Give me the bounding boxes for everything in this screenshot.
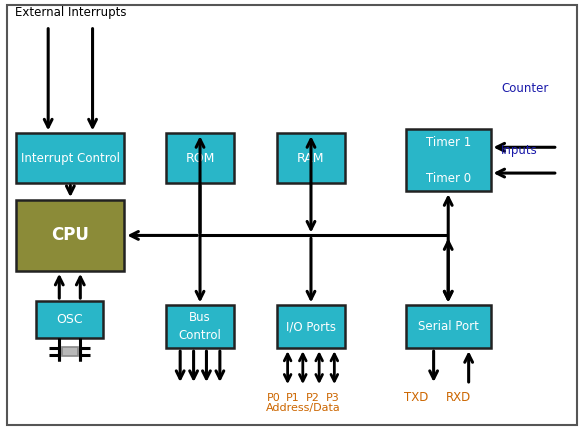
Text: Counter: Counter [501, 82, 548, 95]
Text: P2: P2 [306, 393, 320, 403]
Bar [277, 305, 345, 348]
Bar [406, 129, 491, 191]
Text: RAM: RAM [297, 151, 325, 165]
Text: RXD: RXD [446, 391, 471, 404]
Bar [166, 305, 234, 348]
Text: P0: P0 [266, 393, 280, 403]
Text: CPU: CPU [51, 227, 89, 244]
Text: ROM: ROM [185, 151, 215, 165]
Text: P3: P3 [326, 393, 340, 403]
Text: Interrupt Control: Interrupt Control [21, 151, 120, 165]
Text: Inputs: Inputs [501, 144, 538, 157]
Text: Address/Data: Address/Data [266, 403, 340, 414]
Text: OSC: OSC [57, 313, 83, 326]
Bar [61, 347, 78, 356]
Text: Serial Port: Serial Port [418, 320, 479, 333]
Text: P1: P1 [286, 393, 300, 403]
Text: External Interrupts: External Interrupts [15, 6, 126, 19]
Bar [277, 133, 345, 183]
Text: I/O Ports: I/O Ports [286, 320, 336, 333]
Text: TXD: TXD [404, 391, 429, 404]
Bar [16, 133, 124, 183]
Bar [166, 133, 234, 183]
Bar [406, 305, 491, 348]
Bar [36, 301, 103, 338]
Text: Timer 1

Timer 0: Timer 1 Timer 0 [426, 136, 471, 184]
Text: Bus
Control: Bus Control [179, 311, 221, 342]
Bar [16, 200, 124, 271]
